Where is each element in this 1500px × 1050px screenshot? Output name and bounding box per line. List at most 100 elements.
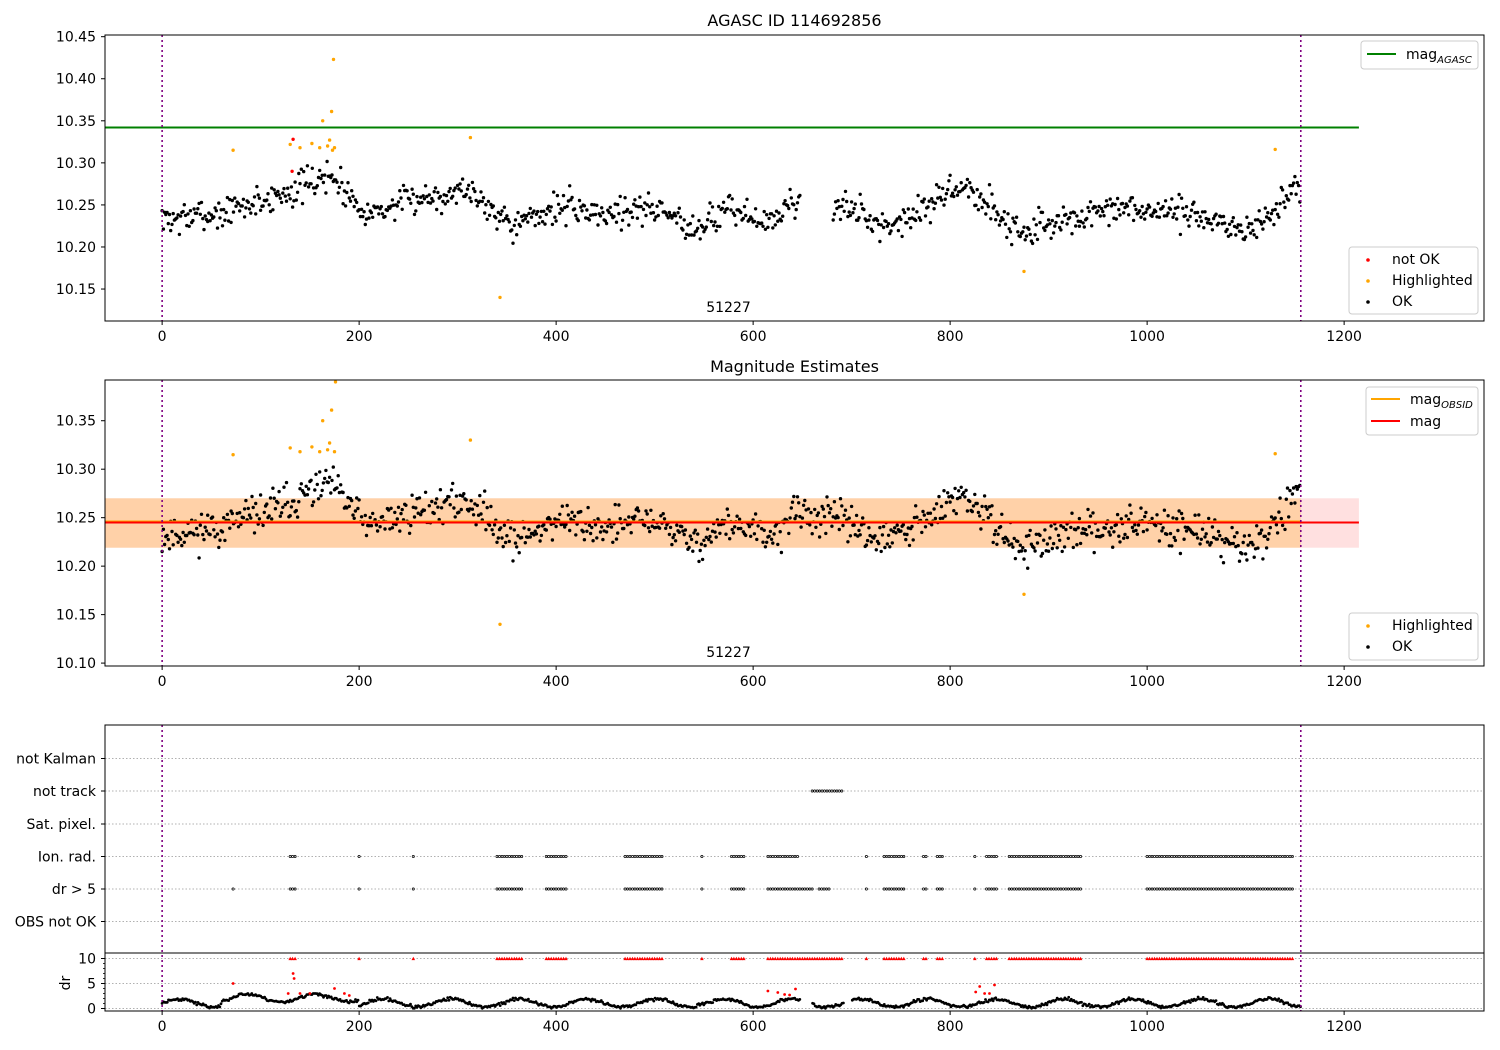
point-ok [938, 195, 942, 199]
dr-point [1127, 996, 1131, 999]
point-ok [680, 524, 684, 529]
point-ok [377, 212, 381, 216]
dr-clipped-marker [290, 956, 295, 961]
point-ok [560, 208, 564, 212]
point-ok [495, 540, 499, 544]
point-highlighted [288, 142, 292, 147]
point-ok [473, 189, 477, 194]
point-ok [1021, 546, 1025, 550]
point-ok [1170, 197, 1174, 201]
point-ok [958, 495, 962, 500]
point-ok [760, 527, 764, 531]
point-ok [752, 219, 757, 224]
point-ok [1028, 528, 1032, 533]
point-ok [975, 501, 979, 506]
point-ok [380, 212, 385, 216]
point-ok [496, 210, 500, 215]
flag-point [827, 887, 831, 891]
point-ok [1161, 526, 1165, 530]
point-ok [691, 214, 695, 218]
point-ok [672, 211, 676, 215]
point-ok [854, 513, 859, 518]
dr-point [176, 997, 179, 1000]
point-ok [246, 506, 250, 511]
point-ok [673, 539, 678, 543]
point-ok [1179, 511, 1184, 516]
point-ok [598, 530, 603, 534]
point-ok [635, 506, 640, 510]
flag-point [796, 855, 799, 858]
point-ok [667, 532, 672, 537]
point-ok [1161, 204, 1165, 209]
point-ok [561, 193, 566, 198]
point-ok [590, 202, 594, 207]
point-ok [212, 215, 216, 219]
point-ok [868, 214, 872, 218]
point-ok [400, 207, 404, 211]
point-ok [273, 507, 278, 511]
dr-point [921, 999, 925, 1003]
dr-point [1117, 1002, 1121, 1006]
dr-clipped-marker [1238, 956, 1243, 961]
point-ok [942, 489, 946, 493]
point-ok [438, 488, 443, 492]
dr-clipped-marker [771, 956, 775, 961]
point-ok [914, 504, 918, 508]
point-ok [371, 215, 375, 219]
dr-clipped-marker [1037, 956, 1041, 961]
dr-clipped-marker [938, 956, 942, 961]
point-ok [1273, 516, 1277, 520]
point-ok [433, 501, 438, 505]
point-ok [311, 500, 316, 504]
point-ok [1282, 200, 1286, 204]
dr-clipped-marker [630, 956, 635, 961]
point-ok [714, 535, 718, 539]
point-ok [479, 190, 483, 194]
dr-axis-label: dr [58, 975, 74, 990]
point-ok [500, 209, 504, 213]
point-ok [696, 226, 700, 230]
dr-clipped-marker [1204, 956, 1208, 961]
point-ok [1160, 529, 1164, 533]
point-ok [1207, 217, 1211, 222]
dr-point [447, 998, 451, 1002]
point-ok [228, 526, 232, 530]
point-ok [886, 533, 891, 537]
point-ok [914, 218, 918, 223]
point-ok [688, 534, 692, 538]
point-ok [581, 530, 585, 534]
point-ok [1010, 242, 1014, 247]
point-ok [1090, 531, 1094, 535]
dr-clipped-marker [1012, 956, 1016, 961]
point-ok [656, 213, 660, 218]
point-ok [947, 179, 951, 183]
dr-point [911, 1001, 914, 1004]
point-ok [176, 213, 180, 217]
point-ok [297, 500, 301, 504]
point-ok [321, 180, 326, 185]
point-ok [665, 213, 669, 217]
point-ok [1023, 549, 1027, 553]
dr-clipped-marker [902, 956, 906, 961]
dr-point [527, 997, 530, 1001]
dr-clipped-marker [1167, 956, 1172, 961]
point-ok [1042, 538, 1046, 542]
point-ok [1070, 232, 1074, 236]
point-ok [422, 508, 427, 512]
point-ok [996, 213, 1000, 217]
point-ok [1251, 543, 1255, 547]
point-ok [345, 190, 349, 195]
dr-clipped-marker [657, 956, 662, 961]
point-ok [868, 533, 872, 538]
point-ok [366, 202, 370, 206]
dr-clipped-marker [776, 956, 780, 961]
point-ok [909, 226, 913, 230]
legend-label: Highlighted [1392, 618, 1473, 634]
dr-point [671, 1000, 675, 1003]
point-ok [1127, 517, 1131, 522]
point-ok [678, 215, 683, 219]
point-ok [832, 212, 837, 216]
point-ok [1209, 222, 1213, 226]
point-ok [1171, 516, 1175, 520]
dr-clipped-marker [1034, 956, 1039, 961]
